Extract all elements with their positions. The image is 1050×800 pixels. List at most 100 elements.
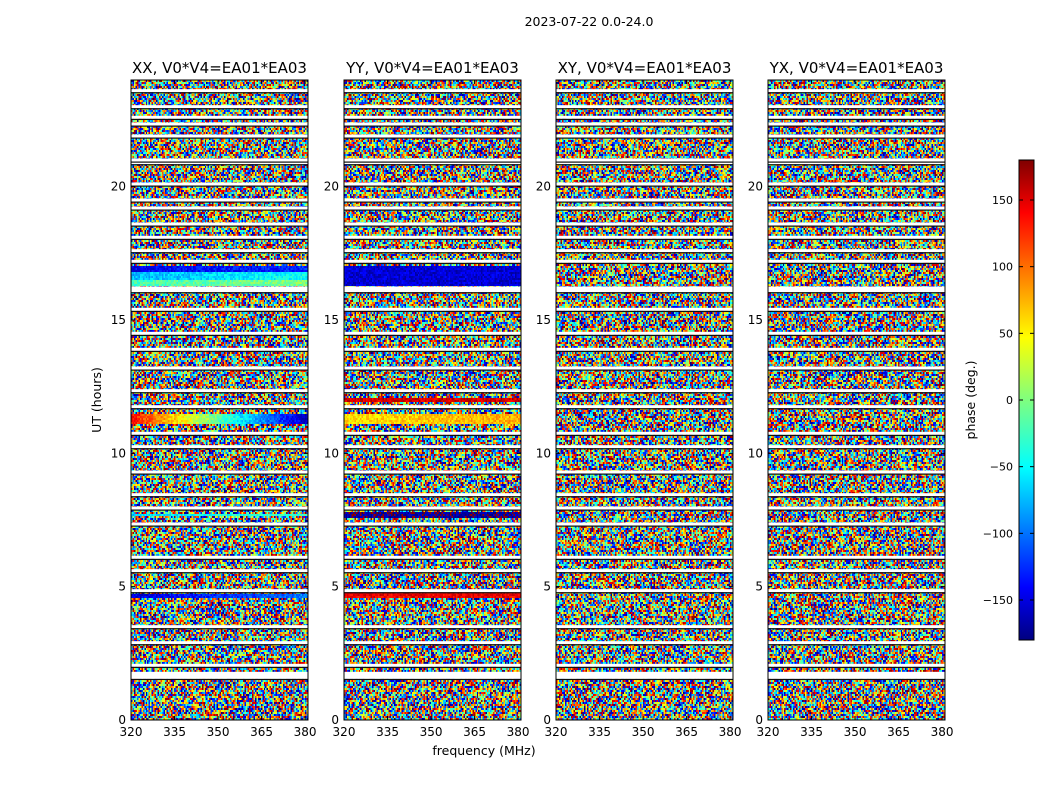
dark-row	[344, 369, 521, 371]
colorbar-tick-label: 150	[992, 194, 1013, 207]
dark-row	[768, 334, 945, 337]
y-tick-label: 20	[748, 180, 763, 194]
flagged-row	[131, 493, 308, 497]
dark-row	[556, 434, 733, 437]
flagged-row	[344, 249, 521, 253]
panel-title: YX, V0*V4=EA01*EA03	[769, 59, 944, 77]
dark-row	[768, 185, 945, 187]
colorbar-tick-label: 100	[992, 261, 1013, 274]
dark-row	[768, 392, 945, 394]
flagged-row	[556, 198, 733, 202]
dark-row	[556, 161, 733, 163]
dark-row	[556, 118, 733, 121]
flagged-row	[131, 198, 308, 202]
flagged-row	[768, 158, 945, 162]
dark-row	[344, 310, 521, 313]
flagged-row	[556, 506, 733, 510]
flagged-row	[768, 522, 945, 526]
dark-row	[556, 644, 733, 646]
y-tick-label: 5	[543, 580, 551, 594]
flagged-row	[344, 259, 521, 263]
dark-row	[131, 201, 308, 203]
dark-row	[344, 185, 521, 187]
flagged-row	[556, 625, 733, 629]
dark-row	[768, 225, 945, 227]
dark-row	[344, 473, 521, 475]
y-tick-label: 15	[748, 313, 763, 327]
flagged-row	[131, 307, 308, 311]
dark-row	[131, 496, 308, 498]
flagged-row	[131, 347, 308, 351]
flagged-row	[131, 115, 308, 119]
y-tick-label: 5	[755, 580, 763, 594]
dark-row	[556, 137, 733, 139]
dark-row	[131, 678, 308, 681]
flagged-row	[768, 663, 945, 667]
dark-row	[344, 334, 521, 337]
dark-row	[131, 448, 308, 450]
flagged-row	[768, 259, 945, 263]
heatmap-panel: XY, V0*V4=EA01*EA03 320 335 350 365 380 0 5 10 15…	[536, 59, 742, 739]
flagged-row	[344, 122, 521, 126]
flagged-row	[131, 445, 308, 449]
x-tick-label: 365	[250, 725, 273, 739]
dark-row	[344, 558, 521, 561]
dark-row	[556, 628, 733, 630]
dark-row	[556, 310, 733, 313]
flagged-row	[768, 182, 945, 186]
dark-row	[768, 496, 945, 498]
y-tick-label: 15	[324, 313, 339, 327]
flagged-row	[344, 625, 521, 629]
flagged-row	[131, 470, 308, 474]
phase-raster	[344, 80, 521, 720]
dark-row	[344, 201, 521, 203]
dark-row	[768, 238, 945, 241]
y-tick-label: 5	[118, 580, 126, 594]
dark-row	[768, 310, 945, 313]
flagged-row	[556, 206, 733, 210]
dark-row	[768, 252, 945, 254]
dark-row	[131, 350, 308, 353]
y-tick-label: 10	[111, 446, 126, 460]
flagged-row	[768, 493, 945, 497]
y-tick-label: 0	[331, 713, 339, 727]
colorbar-tick-label: 50	[999, 327, 1013, 340]
flagged-row	[768, 347, 945, 351]
flagged-row	[131, 182, 308, 186]
flagged-row	[556, 158, 733, 162]
flagged-row	[556, 589, 733, 593]
flagged-band	[131, 672, 308, 679]
flagged-row	[768, 206, 945, 210]
flagged-row	[344, 663, 521, 667]
flagged-row	[556, 331, 733, 335]
flagged-row	[556, 307, 733, 311]
dark-row	[768, 448, 945, 450]
colorbar-ticks: 150 100 50 0 −50 −100 −150	[983, 194, 1034, 607]
flagged-row	[344, 641, 521, 645]
x-tick-label: 320	[757, 725, 780, 739]
flagged-row	[768, 589, 945, 593]
axes-frame	[555, 79, 734, 721]
x-axis-label: frequency (MHz)	[432, 743, 535, 758]
dark-row	[768, 292, 945, 294]
dark-row	[768, 408, 945, 410]
dark-row	[556, 592, 733, 594]
flagged-row	[768, 249, 945, 253]
dark-row	[131, 628, 308, 630]
flagged-row	[344, 115, 521, 119]
flagged-row	[556, 235, 733, 239]
flagged-row	[768, 331, 945, 335]
x-tick-label: 380	[294, 725, 317, 739]
dark-row	[131, 92, 308, 94]
phase-raster	[768, 80, 945, 720]
flagged-row	[344, 405, 521, 409]
flagged-row	[768, 506, 945, 510]
flagged-row	[768, 625, 945, 629]
dark-row	[131, 572, 308, 574]
axes-frame	[767, 79, 946, 721]
flagged-row	[131, 122, 308, 126]
x-tick-label: 335	[163, 725, 186, 739]
y-tick-label: 20	[324, 180, 339, 194]
dark-row	[344, 108, 521, 110]
dark-row	[344, 666, 521, 669]
